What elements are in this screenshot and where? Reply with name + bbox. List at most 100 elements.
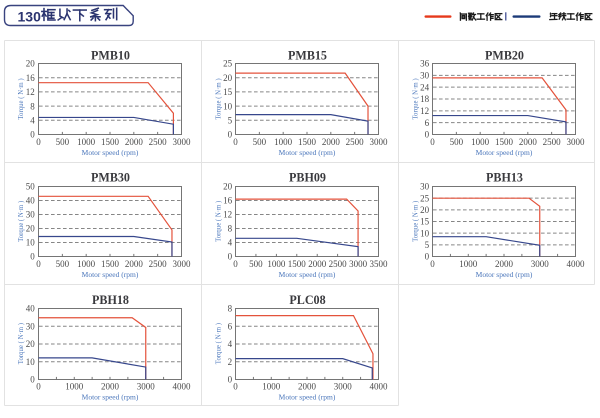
svg-text:0: 0	[233, 137, 238, 147]
svg-text:PMB20: PMB20	[485, 48, 524, 62]
svg-text:500: 500	[56, 137, 70, 147]
svg-text:2500: 2500	[543, 137, 562, 147]
svg-text:20: 20	[223, 182, 233, 192]
svg-text:0: 0	[430, 259, 435, 269]
svg-text:Torque ( N·m ): Torque ( N·m )	[412, 201, 419, 242]
svg-text:2500: 2500	[346, 137, 365, 147]
svg-text:0: 0	[30, 252, 35, 262]
svg-text:36: 36	[420, 59, 430, 69]
svg-text:2000: 2000	[308, 259, 327, 269]
svg-text:0: 0	[425, 130, 430, 140]
svg-text:30: 30	[26, 210, 36, 220]
svg-text:1000: 1000	[274, 137, 293, 147]
svg-text:8: 8	[228, 224, 233, 234]
svg-text:20: 20	[26, 59, 36, 69]
svg-text:6: 6	[228, 321, 233, 331]
svg-text:Torque ( N·m ): Torque ( N·m )	[412, 78, 419, 119]
svg-text:2000: 2000	[322, 137, 341, 147]
svg-text:Torque ( N·m ): Torque ( N·m )	[18, 201, 25, 242]
svg-text:500: 500	[253, 137, 267, 147]
svg-text:Motor speed (rpm): Motor speed (rpm)	[279, 148, 336, 157]
svg-text:20: 20	[223, 73, 233, 83]
svg-text:1500: 1500	[495, 137, 514, 147]
svg-text:Motor speed (rpm): Motor speed (rpm)	[82, 270, 139, 279]
svg-text:3000: 3000	[173, 137, 192, 147]
svg-text:10: 10	[223, 101, 233, 111]
svg-text:2000: 2000	[101, 381, 120, 391]
svg-text:1000: 1000	[459, 259, 478, 269]
svg-text:Torque ( N·m ): Torque ( N·m )	[215, 78, 222, 119]
svg-text:1500: 1500	[298, 137, 317, 147]
svg-text:3000: 3000	[370, 137, 389, 147]
svg-text:2: 2	[228, 357, 233, 367]
svg-text:0: 0	[233, 259, 238, 269]
svg-text:PBH13: PBH13	[486, 171, 523, 185]
svg-text:1500: 1500	[101, 259, 120, 269]
svg-text:8: 8	[228, 304, 233, 314]
svg-text:Motor speed (rpm): Motor speed (rpm)	[476, 148, 533, 157]
svg-text:12: 12	[26, 87, 35, 97]
svg-text:0: 0	[36, 381, 41, 391]
svg-text:1500: 1500	[288, 259, 307, 269]
svg-text:30: 30	[420, 182, 430, 192]
svg-text:2000: 2000	[298, 381, 317, 391]
svg-text:24: 24	[420, 82, 430, 92]
svg-text:0: 0	[430, 137, 435, 147]
svg-text:3000: 3000	[173, 259, 192, 269]
svg-text:PBH09: PBH09	[289, 171, 326, 185]
svg-text:10: 10	[26, 238, 36, 248]
svg-text:Motor speed (rpm): Motor speed (rpm)	[279, 392, 336, 401]
svg-text:PMB30: PMB30	[91, 171, 130, 185]
svg-text:16: 16	[223, 196, 233, 206]
svg-text:8: 8	[30, 101, 35, 111]
svg-text:2500: 2500	[329, 259, 348, 269]
svg-text:2000: 2000	[495, 259, 514, 269]
svg-text:0: 0	[228, 252, 233, 262]
svg-text:3000: 3000	[137, 381, 156, 391]
svg-text:2000: 2000	[519, 137, 538, 147]
svg-text:0: 0	[228, 130, 233, 140]
svg-text:15: 15	[223, 87, 233, 97]
svg-text:25: 25	[420, 193, 430, 203]
svg-text:0: 0	[36, 259, 41, 269]
svg-text:20: 20	[26, 339, 36, 349]
svg-text:4: 4	[228, 339, 233, 349]
svg-text:Motor speed (rpm): Motor speed (rpm)	[82, 148, 139, 157]
svg-text:1000: 1000	[77, 137, 96, 147]
svg-text:PBH18: PBH18	[92, 293, 129, 307]
svg-text:Torque ( N·m ): Torque ( N·m )	[215, 201, 222, 242]
svg-text:2000: 2000	[125, 137, 144, 147]
svg-text:1000: 1000	[65, 381, 84, 391]
svg-text:PMB10: PMB10	[91, 48, 130, 62]
svg-text:10: 10	[26, 357, 36, 367]
svg-text:500: 500	[249, 259, 263, 269]
svg-text:3000: 3000	[334, 381, 353, 391]
svg-text:4000: 4000	[567, 259, 586, 269]
svg-text:20: 20	[420, 205, 430, 215]
svg-text:12: 12	[420, 106, 429, 116]
svg-text:500: 500	[56, 259, 70, 269]
svg-text:4000: 4000	[173, 381, 192, 391]
svg-text:1000: 1000	[267, 259, 286, 269]
svg-text:Motor speed (rpm): Motor speed (rpm)	[476, 270, 533, 279]
svg-text:PMB15: PMB15	[288, 48, 327, 62]
svg-text:50: 50	[26, 182, 36, 192]
svg-text:Motor speed (rpm): Motor speed (rpm)	[82, 392, 139, 401]
svg-text:0: 0	[30, 130, 35, 140]
svg-text:Torque ( N·m ): Torque ( N·m )	[215, 323, 222, 364]
svg-text:0: 0	[36, 137, 41, 147]
svg-text:40: 40	[26, 304, 36, 314]
svg-text:2500: 2500	[149, 259, 168, 269]
svg-text:20: 20	[26, 224, 36, 234]
svg-text:4: 4	[30, 116, 35, 126]
svg-text:130: 130	[18, 8, 42, 24]
svg-text:1000: 1000	[262, 381, 281, 391]
svg-text:6: 6	[425, 118, 430, 128]
svg-text:4: 4	[228, 238, 233, 248]
svg-text:0: 0	[228, 375, 233, 385]
svg-text:PLC08: PLC08	[289, 293, 325, 307]
svg-text:Motor speed (rpm): Motor speed (rpm)	[279, 270, 336, 279]
svg-text:Torque ( N·m ): Torque ( N·m )	[18, 323, 25, 364]
svg-text:25: 25	[223, 59, 233, 69]
svg-text:1500: 1500	[101, 137, 120, 147]
